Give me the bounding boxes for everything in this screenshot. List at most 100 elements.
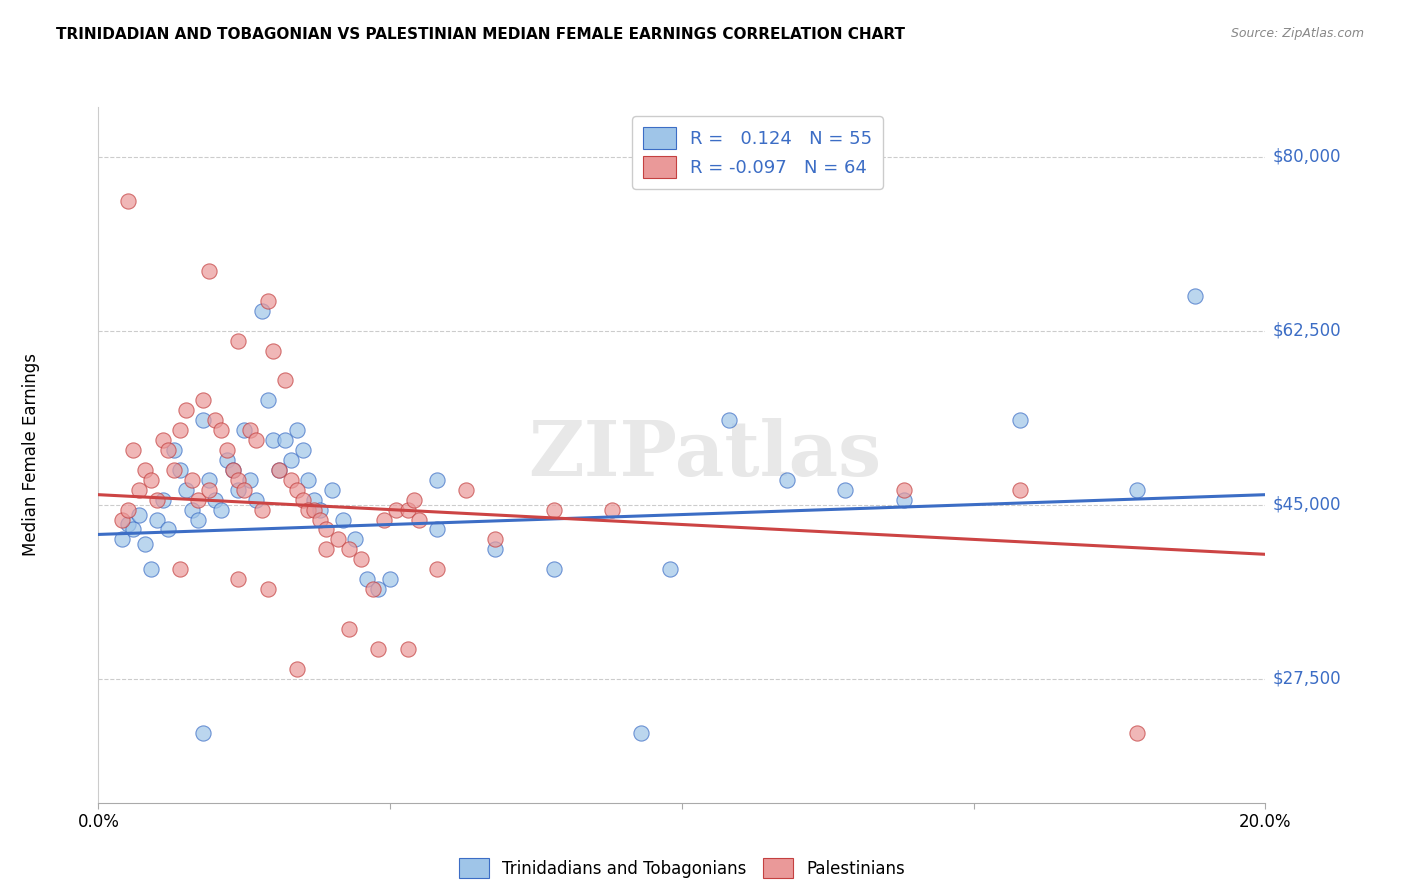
Text: ZIPatlas: ZIPatlas xyxy=(529,418,882,491)
Point xyxy=(315,542,337,557)
Text: Median Female Earnings: Median Female Earnings xyxy=(22,353,39,557)
Point xyxy=(163,463,186,477)
Point xyxy=(198,483,221,497)
Text: TRINIDADIAN AND TOBAGONIAN VS PALESTINIAN MEDIAN FEMALE EARNINGS CORRELATION CHA: TRINIDADIAN AND TOBAGONIAN VS PALESTINIA… xyxy=(56,27,905,42)
Point xyxy=(157,523,180,537)
Point xyxy=(659,562,682,576)
Point xyxy=(291,442,314,457)
Point xyxy=(169,423,191,437)
Point xyxy=(198,264,221,278)
Point xyxy=(111,533,134,547)
Point xyxy=(262,343,284,358)
Point xyxy=(256,393,278,408)
Point xyxy=(163,442,186,457)
Text: Source: ZipAtlas.com: Source: ZipAtlas.com xyxy=(1230,27,1364,40)
Point xyxy=(146,512,169,526)
Point xyxy=(600,502,623,516)
Point xyxy=(215,453,238,467)
Point xyxy=(262,433,284,447)
Point xyxy=(128,508,150,522)
Point xyxy=(239,423,262,437)
Point xyxy=(1010,483,1032,497)
Point xyxy=(630,726,652,740)
Point xyxy=(139,473,162,487)
Point xyxy=(337,622,360,636)
Point xyxy=(193,393,215,408)
Point xyxy=(385,502,408,516)
Point xyxy=(285,662,308,676)
Point xyxy=(454,483,477,497)
Point xyxy=(117,194,139,209)
Point xyxy=(122,442,145,457)
Point xyxy=(139,562,162,576)
Point xyxy=(228,483,250,497)
Point xyxy=(198,473,221,487)
Point xyxy=(274,373,297,387)
Point xyxy=(309,512,332,526)
Point xyxy=(204,413,226,427)
Point xyxy=(350,552,373,566)
Text: $27,500: $27,500 xyxy=(1272,670,1341,688)
Point xyxy=(426,523,449,537)
Point xyxy=(285,423,308,437)
Point xyxy=(269,463,291,477)
Point xyxy=(128,483,150,497)
Point xyxy=(396,502,419,516)
Text: $45,000: $45,000 xyxy=(1272,496,1341,514)
Point xyxy=(269,463,291,477)
Point xyxy=(543,562,565,576)
Point xyxy=(1184,289,1206,303)
Point xyxy=(367,582,389,596)
Point xyxy=(204,492,226,507)
Point xyxy=(280,453,302,467)
Text: $80,000: $80,000 xyxy=(1272,148,1341,166)
Point xyxy=(356,572,378,586)
Point xyxy=(426,562,449,576)
Point xyxy=(169,463,191,477)
Point xyxy=(543,502,565,516)
Point xyxy=(426,473,449,487)
Point xyxy=(304,492,326,507)
Point xyxy=(174,403,197,417)
Point xyxy=(209,423,232,437)
Point xyxy=(326,533,349,547)
Point xyxy=(169,562,191,576)
Point xyxy=(776,473,799,487)
Point xyxy=(1010,413,1032,427)
Text: $62,500: $62,500 xyxy=(1272,322,1341,340)
Legend: Trinidadians and Tobagonians, Palestinians: Trinidadians and Tobagonians, Palestinia… xyxy=(451,851,912,885)
Point xyxy=(408,512,430,526)
Point xyxy=(396,641,419,656)
Point xyxy=(834,483,856,497)
Point xyxy=(304,502,326,516)
Point xyxy=(717,413,740,427)
Point xyxy=(893,492,915,507)
Point xyxy=(321,483,343,497)
Point xyxy=(893,483,915,497)
Point xyxy=(228,572,250,586)
Point xyxy=(280,473,302,487)
Point xyxy=(152,433,174,447)
Point xyxy=(337,542,360,557)
Point xyxy=(1126,483,1149,497)
Point xyxy=(134,463,156,477)
Point xyxy=(180,473,202,487)
Point xyxy=(315,523,337,537)
Point xyxy=(215,442,238,457)
Point xyxy=(274,433,297,447)
Point xyxy=(378,572,402,586)
Point xyxy=(297,473,319,487)
Point xyxy=(111,512,134,526)
Point xyxy=(297,502,319,516)
Point xyxy=(361,582,384,596)
Point xyxy=(174,483,197,497)
Point xyxy=(134,537,156,551)
Point xyxy=(332,512,354,526)
Point xyxy=(1126,726,1149,740)
Point xyxy=(193,413,215,427)
Point xyxy=(256,293,278,308)
Point xyxy=(209,502,232,516)
Point xyxy=(239,473,262,487)
Point xyxy=(187,512,209,526)
Point xyxy=(117,502,139,516)
